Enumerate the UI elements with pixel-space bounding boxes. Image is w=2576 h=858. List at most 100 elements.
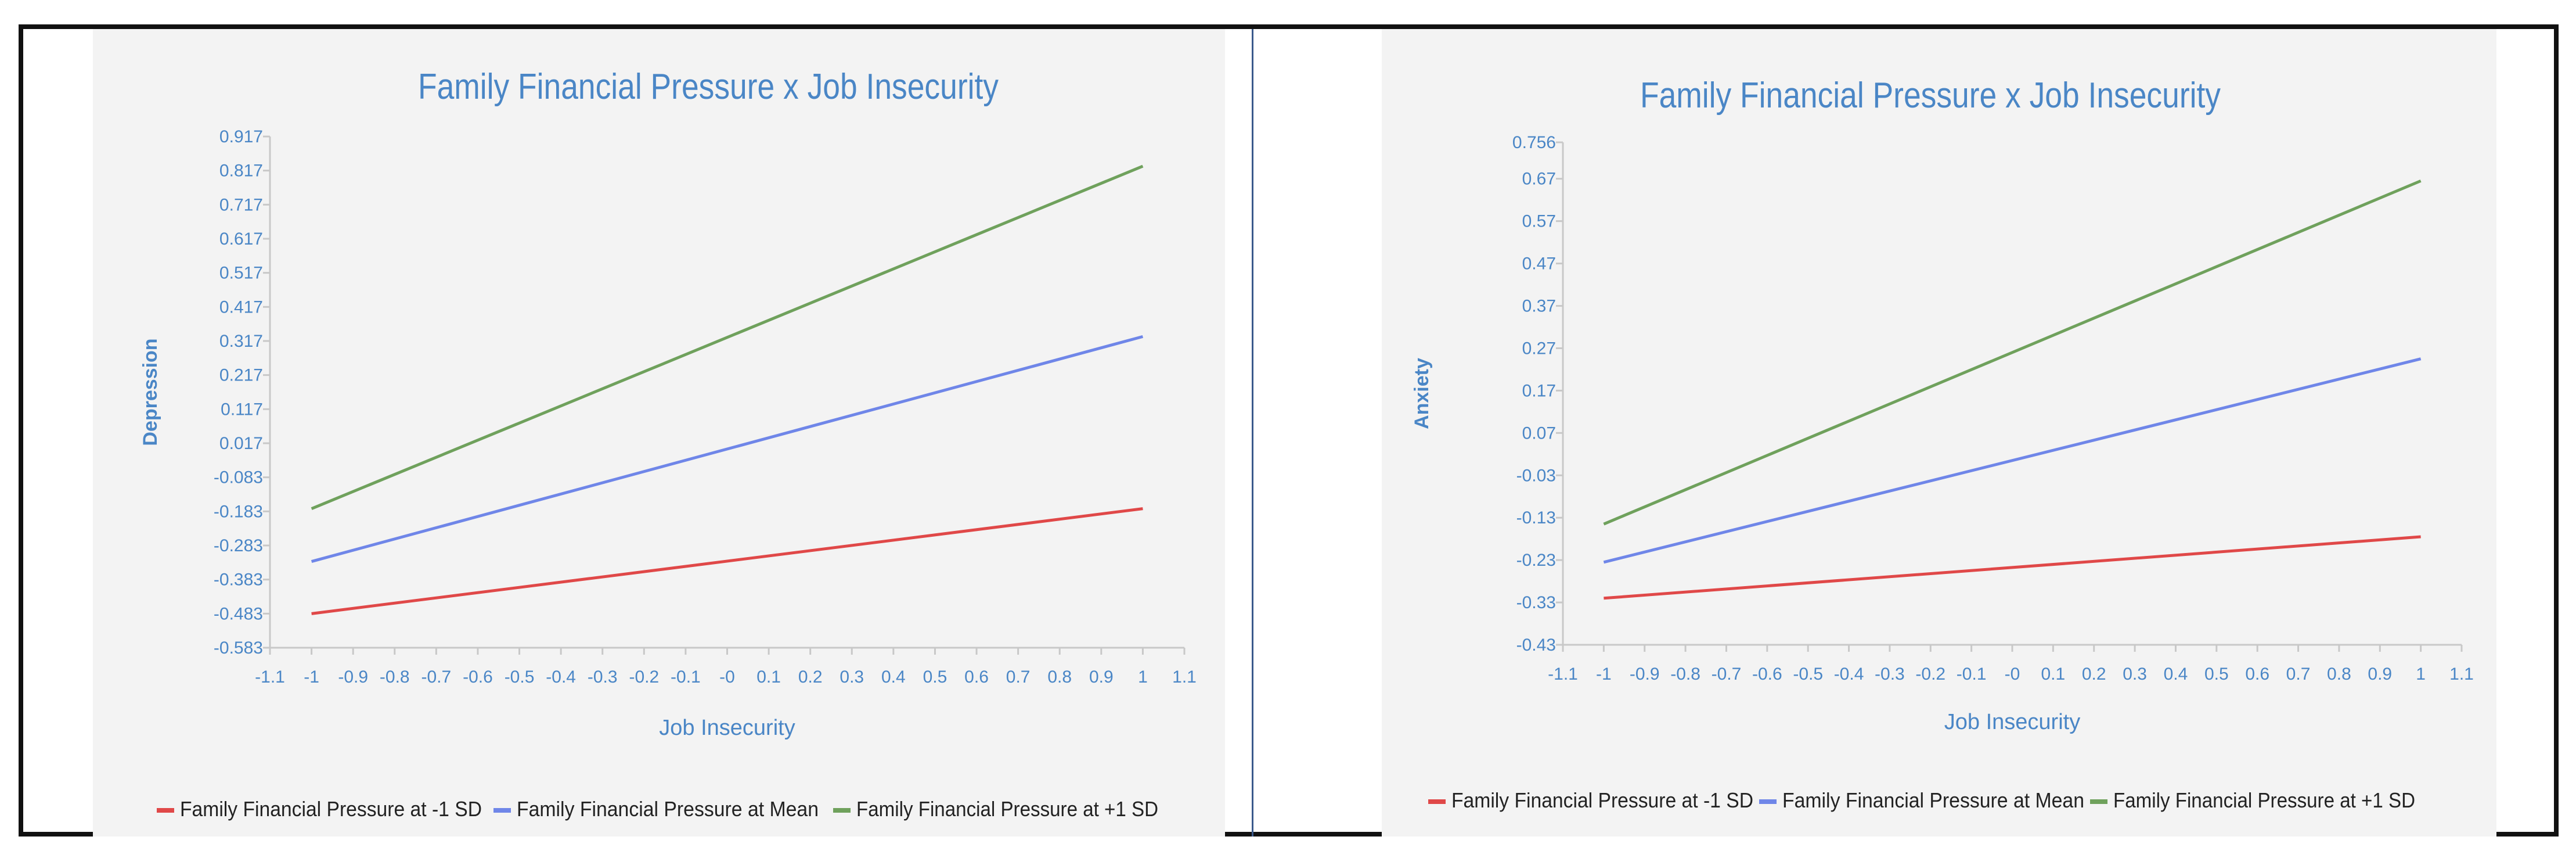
x-tick-label: -0.3	[588, 667, 618, 687]
x-tick-label: 0.9	[1089, 667, 1114, 687]
y-tick-label: 0.717	[219, 195, 263, 214]
y-tick-label: 0.417	[219, 297, 263, 317]
chart-title: Family Financial Pressure x Job Insecuri…	[1640, 76, 2221, 116]
x-tick-label: 0.4	[881, 667, 906, 687]
y-tick-label: 0.017	[219, 434, 263, 453]
x-tick-label: 0.9	[2368, 665, 2392, 684]
y-tick-label: 0.37	[1522, 297, 1556, 316]
x-tick-label: -0.8	[1670, 665, 1700, 684]
y-tick-label: 0.57	[1522, 212, 1556, 231]
x-tick-label: -0.3	[1875, 665, 1905, 684]
y-tick-label: 0.617	[219, 229, 263, 249]
x-axis-label: Job Insecurity	[659, 716, 795, 740]
y-tick-label: -0.483	[214, 604, 263, 623]
series-line-1	[1603, 357, 2422, 564]
legend-swatch-1	[1759, 799, 1777, 804]
y-tick-label: -0.33	[1516, 593, 1556, 612]
y-tick-label: 0.47	[1522, 254, 1556, 274]
x-tick-label: 0.6	[964, 667, 989, 687]
legend-label-1: Family Financial Pressure at Mean	[1782, 788, 2084, 812]
legend-swatch-0	[157, 808, 174, 813]
legend-swatch-0	[1428, 799, 1446, 804]
legend-label-0: Family Financial Pressure at -1 SD	[1451, 788, 1753, 812]
anxiety-chart: Family Financial Pressure x Job Insecuri…	[1411, 76, 2474, 812]
x-tick-label: -0.2	[629, 667, 659, 687]
x-tick-label: 0.8	[1047, 667, 1072, 687]
y-tick-label: 0.756	[1512, 133, 1556, 152]
x-tick-label: 0.1	[756, 667, 781, 687]
y-axis-label: Anxiety	[1411, 358, 1433, 429]
y-tick-label: 0.27	[1522, 339, 1556, 358]
legend-swatch-2	[833, 808, 851, 813]
x-tick-label: -0.7	[421, 667, 452, 687]
y-tick-label: 0.317	[219, 332, 263, 351]
x-tick-label: -0.5	[1793, 665, 1823, 684]
depression-chart: Family Financial Pressure x Job Insecuri…	[139, 67, 1197, 821]
x-tick-label: 0.7	[1006, 667, 1031, 687]
x-tick-label: -1	[1596, 665, 1612, 684]
y-tick-label: 0.17	[1522, 381, 1556, 400]
legend-label-1: Family Financial Pressure at Mean	[517, 797, 819, 821]
depression-chart-panel: Family Financial Pressure x Job Insecuri…	[93, 29, 1225, 837]
x-tick-label: 0.2	[798, 667, 823, 687]
y-tick-label: -0.03	[1516, 466, 1556, 485]
x-tick-label: 0.3	[840, 667, 864, 687]
x-tick-label: 0.5	[2204, 665, 2229, 684]
x-axis-label: Job Insecurity	[1944, 710, 2080, 734]
x-tick-label: 1	[1138, 667, 1148, 687]
series-line-0	[311, 507, 1143, 615]
y-tick-label: 0.07	[1522, 423, 1556, 443]
x-tick-label: -0.9	[338, 667, 368, 687]
y-tick-label: -0.183	[214, 502, 263, 521]
legend-swatch-2	[2090, 799, 2107, 804]
x-tick-label: -0	[2005, 665, 2020, 684]
x-tick-label: 0.5	[923, 667, 947, 687]
x-tick-label: -1	[304, 667, 319, 687]
y-tick-label: 0.217	[219, 366, 263, 385]
y-tick-label: -0.083	[214, 468, 263, 487]
x-tick-label: -0.4	[546, 667, 576, 687]
x-tick-label: 0.2	[2082, 665, 2106, 684]
x-tick-label: 0.7	[2286, 665, 2311, 684]
x-tick-label: -0.2	[1915, 665, 1945, 684]
y-tick-label: 0.67	[1522, 170, 1556, 189]
y-tick-label: -0.23	[1516, 551, 1556, 570]
chart-title: Family Financial Pressure x Job Insecuri…	[418, 67, 999, 107]
x-tick-label: -0.1	[671, 667, 701, 687]
y-tick-label: -0.383	[214, 570, 263, 590]
legend-label-2: Family Financial Pressure at +1 SD	[2113, 788, 2415, 812]
x-tick-label: -0.7	[1712, 665, 1742, 684]
y-tick-label: -0.283	[214, 536, 263, 555]
x-tick-label: -1.1	[255, 667, 285, 687]
x-tick-label: -0.5	[505, 667, 535, 687]
legend-swatch-1	[493, 808, 511, 813]
x-tick-label: -1.1	[1548, 665, 1578, 684]
x-tick-label: 0.6	[2245, 665, 2269, 684]
series-line-2	[1603, 180, 2422, 526]
y-axis-label: Depression	[139, 338, 161, 446]
y-tick-label: 0.517	[219, 264, 263, 283]
x-tick-label: -0.4	[1834, 665, 1864, 684]
x-tick-label: 1.1	[2449, 665, 2474, 684]
series-line-2	[311, 164, 1144, 510]
x-tick-label: 0.1	[2041, 665, 2066, 684]
y-tick-label: -0.583	[214, 638, 263, 658]
series-line-1	[311, 335, 1144, 563]
x-tick-label: 1.1	[1172, 667, 1197, 687]
x-tick-label: -0.6	[463, 667, 493, 687]
series-line-0	[1604, 535, 2421, 600]
legend-label-0: Family Financial Pressure at -1 SD	[180, 797, 482, 821]
x-tick-label: 0.3	[2123, 665, 2147, 684]
y-tick-label: -0.13	[1516, 508, 1556, 527]
x-tick-label: -0.1	[1957, 665, 1987, 684]
legend-label-2: Family Financial Pressure at +1 SD	[856, 797, 1158, 821]
x-tick-label: -0.6	[1752, 665, 1782, 684]
x-tick-label: 0.4	[2164, 665, 2188, 684]
x-tick-label: 0.8	[2327, 665, 2351, 684]
anxiety-chart-panel: Family Financial Pressure x Job Insecuri…	[1382, 29, 2496, 837]
x-tick-label: -0	[719, 667, 735, 687]
x-tick-label: -0.9	[1630, 665, 1660, 684]
y-tick-label: 0.817	[219, 161, 263, 181]
y-tick-label: 0.117	[221, 400, 263, 419]
y-tick-label: -0.43	[1516, 636, 1556, 655]
